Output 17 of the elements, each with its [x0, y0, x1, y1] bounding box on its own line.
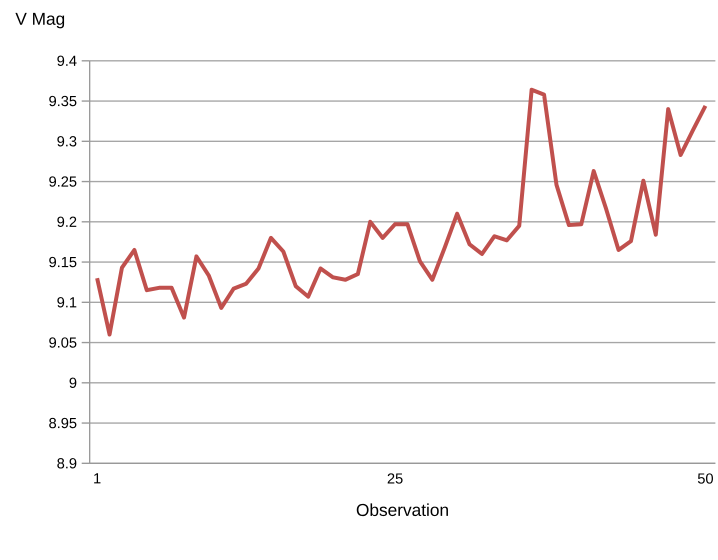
- y-tick-label: 9.4: [57, 56, 77, 66]
- y-tick-label: 9.1: [57, 297, 76, 308]
- y-tick-label: 9.3: [57, 136, 76, 146]
- line-series: [95, 88, 708, 337]
- y-tick-label: 9.15: [49, 256, 76, 268]
- y-axis-title: V Mag: [15, 12, 64, 28]
- x-tick-label: 50: [698, 473, 713, 484]
- y-tick-label: 9.25: [49, 176, 76, 187]
- y-tick-label: 9: [70, 378, 76, 388]
- x-axis-title: Observation: [356, 503, 448, 516]
- y-tick-label: 9.2: [57, 216, 76, 227]
- y-tick-label: 9.35: [49, 96, 76, 106]
- y-tick-label: 9.05: [49, 337, 76, 348]
- x-tick-label: 1: [94, 473, 100, 484]
- x-tick-label: 25: [388, 473, 403, 484]
- y-tick-label: 8.9: [57, 458, 76, 468]
- y-tick-label: 8.95: [49, 418, 76, 428]
